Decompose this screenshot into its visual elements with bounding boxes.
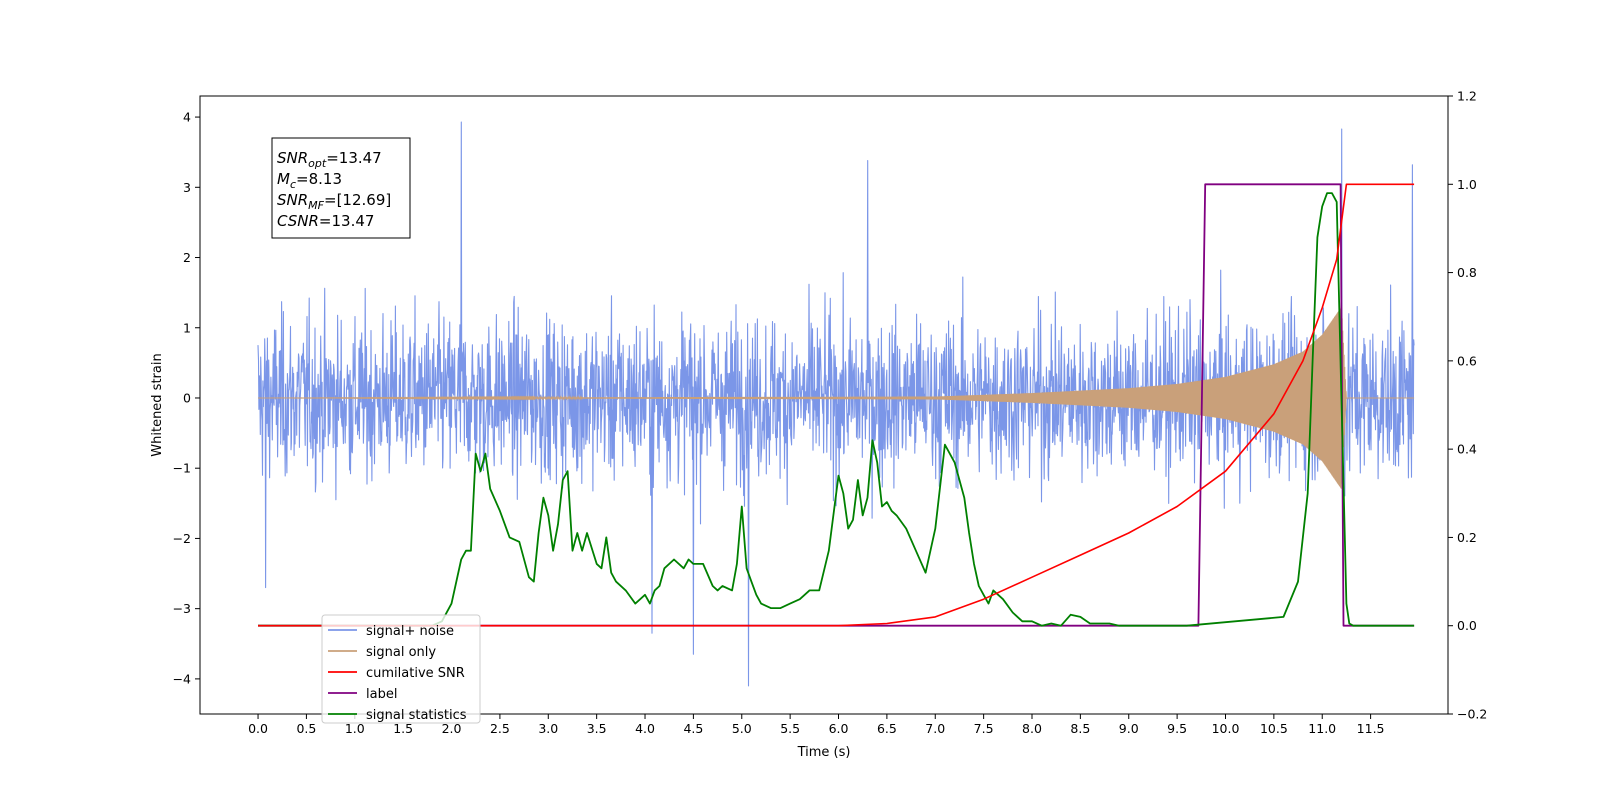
series-signal-statistics-line: [258, 192, 1415, 627]
x-axis-label: Time (s): [797, 745, 851, 760]
y-axis-left: 4 3 2 1 0 −1 −2 −3 −4: [173, 110, 200, 686]
info-line: CSNR=13.47: [277, 212, 374, 230]
y-tick-label: 0: [183, 390, 191, 405]
x-tick-label: 11.0: [1308, 721, 1336, 736]
y-tick-label: −4: [173, 671, 191, 686]
y-axis-right: 1.2 1.0 0.8 0.6 0.4 0.2 0.0 −0.2: [1448, 89, 1487, 722]
legend-label: signal only: [366, 645, 436, 660]
x-tick-label: 2.5: [490, 721, 510, 736]
y2-tick-label: 0.6: [1457, 353, 1477, 368]
y2-tick-label: 0.0: [1457, 618, 1477, 633]
series-cumulative-snr-line: [258, 183, 1415, 627]
info-box-frame: [271, 137, 411, 239]
y2-tick-label: 1.0: [1457, 177, 1477, 192]
y-tick-label: 3: [183, 180, 191, 195]
x-tick-label: 8.0: [1022, 721, 1042, 736]
x-tick-label: 10.0: [1212, 721, 1240, 736]
x-tick-label: 2.0: [442, 721, 462, 736]
y-tick-label: 4: [183, 110, 191, 125]
x-tick-label: 4.0: [635, 721, 655, 736]
legend-label: label: [366, 687, 397, 702]
series-signal-only-line: [258, 306, 1415, 489]
series-label-line: [258, 183, 1415, 627]
y-tick-label: −2: [173, 531, 191, 546]
x-tick-label: 6.0: [829, 721, 849, 736]
x-tick-label: 7.5: [974, 721, 994, 736]
legend: signal+ noise signal only cumilative SNR la…: [321, 614, 481, 724]
y-axis-label: Whitened strain: [150, 353, 165, 456]
x-tick-label: 0.0: [248, 721, 268, 736]
series-layer: [257, 121, 1415, 687]
x-tick-label: 4.5: [683, 721, 703, 736]
x-tick-label: 1.5: [393, 721, 413, 736]
legend-label: cumilative SNR: [366, 666, 465, 681]
info-box: SNRopt=13.47Mc=8.13SNRMF=[12.69]CSNR=13.…: [271, 137, 411, 239]
x-tick-label: 9.5: [1167, 721, 1187, 736]
x-tick-label: 9.0: [1119, 721, 1139, 736]
info-line: SNRMF=[12.69]: [277, 191, 391, 212]
info-lines: SNRopt=13.47Mc=8.13SNRMF=[12.69]CSNR=13.…: [277, 149, 391, 230]
legend-items: signal+ noise signal only cumilative SNR la…: [328, 624, 467, 723]
y2-tick-label: 0.4: [1457, 442, 1477, 457]
y-tick-label: −3: [173, 601, 191, 616]
y2-tick-label: 0.8: [1457, 265, 1477, 280]
info-line: SNRopt=13.47: [277, 149, 382, 170]
y2-tick-label: 0.2: [1457, 530, 1477, 545]
x-tick-label: 11.5: [1357, 721, 1385, 736]
y-tick-label: 2: [183, 250, 191, 265]
x-tick-label: 5.5: [780, 721, 800, 736]
y2-tick-label: 1.2: [1457, 89, 1477, 104]
y-tick-label: −1: [173, 461, 191, 476]
x-tick-label: 3.5: [587, 721, 607, 736]
x-tick-label: 10.5: [1260, 721, 1288, 736]
info-line: Mc=8.13: [277, 170, 342, 191]
plot-frame: [199, 95, 1449, 715]
legend-frame: [321, 614, 481, 724]
y-tick-label: 1: [183, 320, 191, 335]
x-tick-label: 8.5: [1070, 721, 1090, 736]
x-tick-label: 3.0: [538, 721, 558, 736]
x-tick-label: 0.5: [296, 721, 316, 736]
y2-tick-label: −0.2: [1457, 707, 1487, 722]
x-tick-label: 5.0: [732, 721, 752, 736]
x-axis: 0.0 0.5 1.0 1.5 2.0 2.5 3.0 3.5 4.0 4.5 5.0 5.5 6.0 6…: [248, 714, 1385, 736]
x-tick-label: 6.5: [877, 721, 897, 736]
legend-label: signal+ noise: [366, 624, 454, 639]
x-tick-label: 1.0: [345, 721, 365, 736]
x-tick-label: 7.0: [925, 721, 945, 736]
legend-label: signal statistics: [366, 708, 467, 723]
